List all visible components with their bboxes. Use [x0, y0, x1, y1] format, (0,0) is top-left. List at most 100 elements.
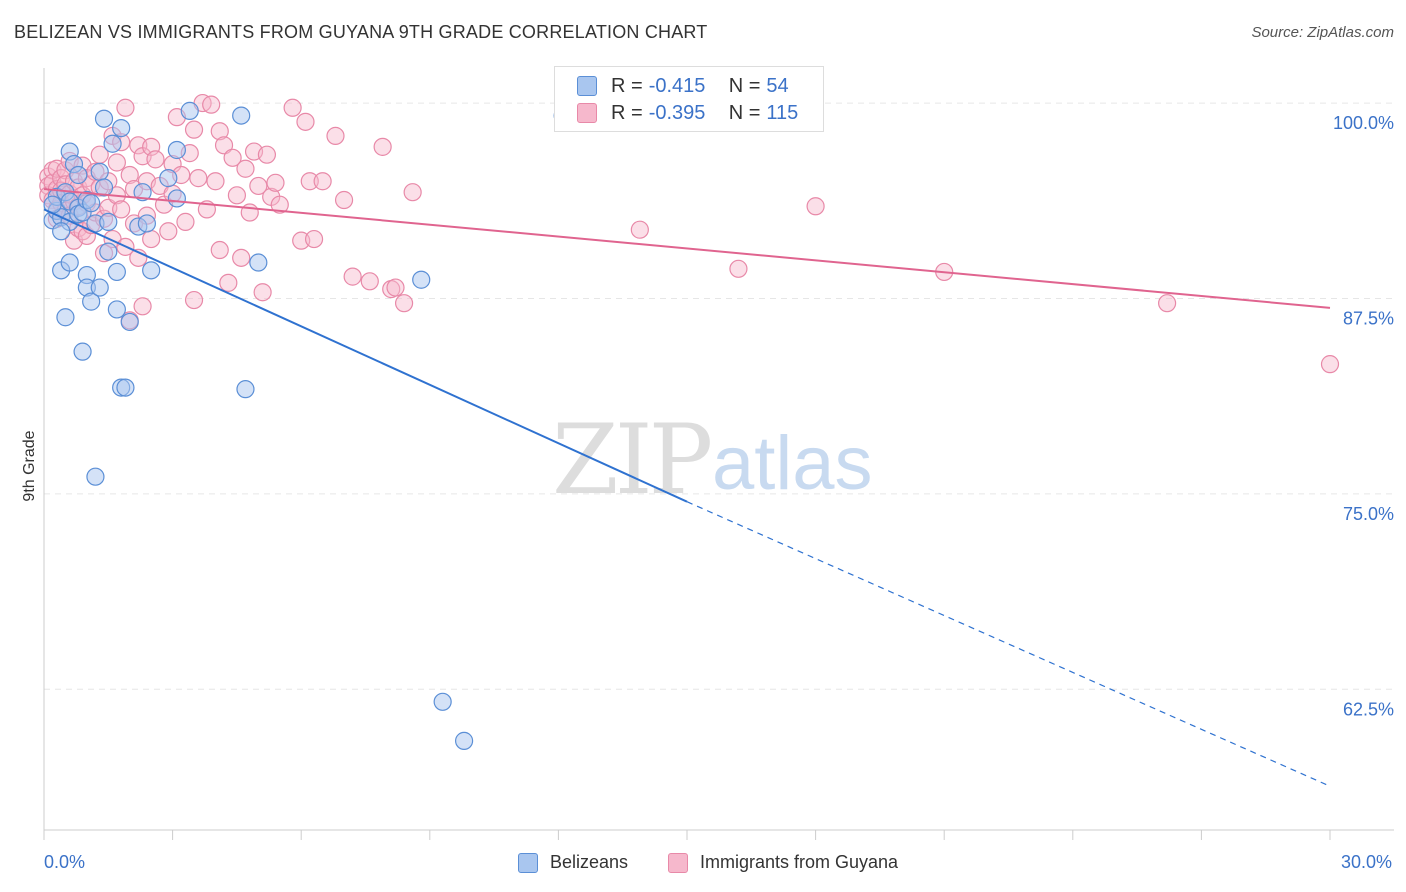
- point-belizeans: [99, 212, 118, 231]
- r-label: R =: [611, 74, 643, 97]
- point-belizeans: [90, 278, 109, 297]
- point-belizeans: [107, 262, 126, 282]
- point-guyana: [1158, 294, 1177, 313]
- point-belizeans: [116, 378, 135, 397]
- point-belizeans: [94, 109, 114, 128]
- point-belizeans: [94, 178, 114, 197]
- point-guyana: [1320, 355, 1340, 374]
- point-guyana: [403, 183, 422, 202]
- point-belizeans: [99, 242, 118, 261]
- point-guyana: [257, 145, 277, 164]
- point-guyana: [133, 297, 152, 316]
- y-tick-label: 87.5%: [1343, 308, 1394, 328]
- series-guyana-points: [39, 93, 1340, 374]
- point-belizeans: [133, 183, 152, 202]
- point-belizeans: [232, 106, 251, 125]
- point-belizeans: [454, 731, 474, 750]
- stats-legend: R = -0.415 N = 54 R = -0.395 N = 115: [554, 66, 824, 132]
- point-guyana: [326, 126, 345, 146]
- point-belizeans: [137, 214, 156, 233]
- point-belizeans: [86, 467, 105, 486]
- chart-title: BELIZEAN VS IMMIGRANTS FROM GUYANA 9TH G…: [14, 22, 708, 42]
- point-guyana: [210, 240, 229, 260]
- axes: [43, 68, 1394, 840]
- guyana-swatch: [577, 103, 597, 123]
- point-guyana: [120, 165, 139, 185]
- point-guyana: [142, 229, 161, 249]
- point-guyana: [266, 173, 285, 192]
- source-credit: Source: ZipAtlas.com: [1251, 24, 1394, 41]
- point-belizeans: [167, 189, 186, 208]
- point-guyana: [806, 197, 825, 216]
- belizeans-legend-swatch: [518, 852, 538, 873]
- point-guyana: [189, 169, 208, 188]
- n-value: 54: [766, 74, 789, 97]
- point-guyana: [283, 98, 302, 117]
- y-tick-label: 75.0%: [1343, 504, 1394, 524]
- point-belizeans: [142, 261, 161, 280]
- point-guyana: [210, 122, 229, 141]
- point-guyana: [184, 120, 204, 139]
- watermark-atlas: atlas: [712, 421, 873, 506]
- point-belizeans: [112, 118, 131, 138]
- point-guyana: [107, 153, 126, 172]
- point-guyana: [223, 148, 242, 167]
- point-belizeans: [60, 253, 79, 272]
- r-value: -0.395: [648, 101, 706, 124]
- point-belizeans: [120, 312, 139, 332]
- point-guyana: [232, 248, 251, 267]
- y-tick-label: 62.5%: [1343, 699, 1394, 719]
- y-tick-labels: 62.5% 75.0% 87.5% 100.0%: [1333, 113, 1394, 719]
- point-guyana: [304, 229, 324, 249]
- y-tick-label: 100.0%: [1333, 113, 1394, 133]
- point-belizeans: [69, 165, 88, 185]
- point-guyana: [253, 283, 272, 302]
- point-guyana: [176, 212, 195, 231]
- point-belizeans: [90, 162, 109, 181]
- point-guyana: [296, 112, 315, 131]
- point-guyana: [214, 136, 234, 155]
- r-label: R =: [611, 101, 643, 124]
- point-guyana: [112, 200, 131, 219]
- point-belizeans: [82, 292, 101, 311]
- belizeans-swatch: [577, 76, 597, 96]
- point-belizeans: [433, 692, 452, 711]
- point-belizeans: [107, 300, 126, 319]
- point-guyana: [630, 220, 649, 239]
- point-belizeans: [56, 308, 75, 327]
- point-guyana: [159, 222, 178, 241]
- point-guyana: [202, 95, 221, 114]
- point-belizeans: [167, 140, 186, 160]
- point-guyana: [373, 137, 392, 156]
- point-guyana: [249, 176, 268, 196]
- point-guyana: [146, 150, 165, 169]
- point-belizeans: [73, 342, 92, 361]
- point-guyana: [360, 272, 379, 291]
- series-legend: Belizeans Immigrants from Guyana: [0, 852, 1406, 876]
- point-belizeans: [412, 270, 431, 289]
- legend-label-belizeans: Belizeans: [550, 852, 629, 872]
- legend-item-belizeans: Belizeans: [518, 852, 628, 873]
- point-belizeans: [249, 253, 268, 272]
- trend-line-guyana: [43, 188, 1331, 309]
- point-guyana: [729, 259, 748, 278]
- n-value: 115: [766, 101, 799, 124]
- point-belizeans: [159, 169, 178, 188]
- trend-lines: [43, 188, 1331, 787]
- n-label: N =: [728, 101, 761, 124]
- x-tick-max: 30.0%: [1340, 852, 1392, 872]
- point-guyana: [386, 278, 405, 297]
- legend-item-guyana: Immigrants from Guyana: [668, 852, 898, 873]
- watermark-zip: ZIP: [552, 404, 713, 516]
- x-tick-min: 0.0%: [44, 852, 86, 872]
- point-belizeans: [52, 222, 71, 241]
- point-guyana: [236, 159, 255, 178]
- point-belizeans: [82, 194, 101, 213]
- trend-line-belizeans: [43, 208, 688, 503]
- point-belizeans: [180, 101, 199, 120]
- point-guyana: [184, 290, 204, 310]
- point-guyana: [270, 195, 289, 214]
- n-label: N =: [728, 74, 761, 97]
- legend-label-guyana: Immigrants from Guyana: [700, 852, 899, 872]
